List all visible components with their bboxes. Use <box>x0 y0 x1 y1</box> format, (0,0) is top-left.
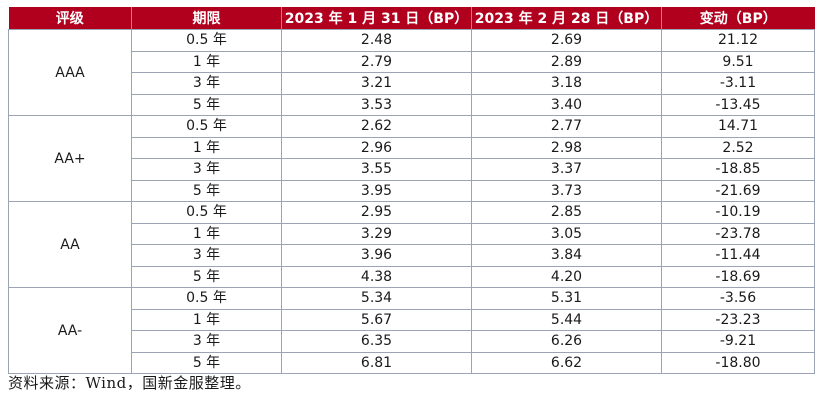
feb-value-cell: 6.62 <box>471 351 662 374</box>
header-change: 变动（BP） <box>661 7 815 30</box>
change-value-cell: -11.44 <box>661 244 815 266</box>
jan-value-cell: 2.96 <box>281 136 472 159</box>
table-row: AA- 0.5 年 5.34 5.31 -3.56 <box>8 287 815 374</box>
jan-value-cell: 6.35 <box>281 330 472 352</box>
source-note: 资料来源：Wind，国新金服整理。 <box>8 374 251 392</box>
term-cell: 1 年 <box>131 50 282 73</box>
change-value-cell: 2.52 <box>661 136 815 159</box>
change-value-cell: -13.45 <box>661 93 815 116</box>
table-row: 3 年 6.35 6.26 -9.21 <box>9 330 815 352</box>
header-rating: 评级 <box>8 7 132 30</box>
credit-spread-table: 评级 期限 2023 年 1 月 31 日（BP） 2023 年 2 月 28 … <box>8 7 815 374</box>
jan-value-cell: 5.34 <box>281 287 472 309</box>
table-row: 3 年 3.96 3.84 -11.44 <box>9 244 815 266</box>
rating-cell: AA+ <box>8 115 132 202</box>
header-feb-28: 2023 年 2 月 28 日（BP） <box>471 7 662 30</box>
table-row: AAA 0.5 年 2.48 2.69 21.12 <box>8 29 815 116</box>
change-value-cell: -23.78 <box>661 222 815 245</box>
table-row: 1 年 5.67 5.44 -23.23 <box>9 308 815 331</box>
rating-cell: AAA <box>8 29 132 116</box>
jan-value-cell: 4.38 <box>281 265 472 288</box>
table-row: 3 年 3.21 3.18 -3.11 <box>9 72 815 94</box>
table-row: 1 年 2.79 2.89 9.51 <box>9 50 815 73</box>
term-cell: 3 年 <box>131 158 282 180</box>
term-cell: 0.5 年 <box>131 201 282 223</box>
change-value-cell: -18.69 <box>661 265 815 288</box>
table-row: 5 年 3.53 3.40 -13.45 <box>9 93 815 116</box>
term-cell: 1 年 <box>131 308 282 331</box>
change-value-cell: -3.11 <box>661 72 815 94</box>
rating-cell: AA <box>8 201 132 288</box>
jan-value-cell: 3.55 <box>281 158 472 180</box>
jan-value-cell: 2.79 <box>281 50 472 73</box>
jan-value-cell: 3.95 <box>281 179 472 202</box>
table-row: 5 年 6.81 6.62 -18.80 <box>9 351 815 374</box>
change-value-cell: 21.12 <box>661 29 815 51</box>
feb-value-cell: 6.26 <box>471 330 662 352</box>
change-value-cell: -18.80 <box>661 351 815 374</box>
feb-value-cell: 4.20 <box>471 265 662 288</box>
jan-value-cell: 3.29 <box>281 222 472 245</box>
feb-value-cell: 2.85 <box>471 201 662 223</box>
change-value-cell: -9.21 <box>661 330 815 352</box>
jan-value-cell: 3.53 <box>281 93 472 116</box>
feb-value-cell: 3.05 <box>471 222 662 245</box>
term-cell: 5 年 <box>131 179 282 202</box>
term-cell: 0.5 年 <box>131 29 282 51</box>
header-term: 期限 <box>131 7 282 30</box>
change-value-cell: -10.19 <box>661 201 815 223</box>
table-header-row: 评级 期限 2023 年 1 月 31 日（BP） 2023 年 2 月 28 … <box>8 7 815 30</box>
jan-value-cell: 2.95 <box>281 201 472 223</box>
term-cell: 5 年 <box>131 351 282 374</box>
change-value-cell: -3.56 <box>661 287 815 309</box>
feb-value-cell: 3.18 <box>471 72 662 94</box>
table-row: 5 年 3.95 3.73 -21.69 <box>9 179 815 202</box>
feb-value-cell: 5.31 <box>471 287 662 309</box>
change-value-cell: 14.71 <box>661 115 815 137</box>
header-jan-31: 2023 年 1 月 31 日（BP） <box>281 7 472 30</box>
jan-value-cell: 3.21 <box>281 72 472 94</box>
table-row: AA 0.5 年 2.95 2.85 -10.19 <box>8 201 815 288</box>
term-cell: 3 年 <box>131 330 282 352</box>
term-cell: 5 年 <box>131 93 282 116</box>
change-value-cell: -21.69 <box>661 179 815 202</box>
feb-value-cell: 2.77 <box>471 115 662 137</box>
feb-value-cell: 2.89 <box>471 50 662 73</box>
term-cell: 3 年 <box>131 244 282 266</box>
table-row: AA+ 0.5 年 2.62 2.77 14.71 <box>8 115 815 202</box>
feb-value-cell: 3.73 <box>471 179 662 202</box>
term-cell: 5 年 <box>131 265 282 288</box>
table-row: 5 年 4.38 4.20 -18.69 <box>9 265 815 288</box>
term-cell: 1 年 <box>131 222 282 245</box>
table-row: 1 年 2.96 2.98 2.52 <box>9 136 815 159</box>
feb-value-cell: 3.84 <box>471 244 662 266</box>
rating-cell: AA- <box>8 287 132 374</box>
change-value-cell: -23.23 <box>661 308 815 331</box>
term-cell: 3 年 <box>131 72 282 94</box>
change-value-cell: -18.85 <box>661 158 815 180</box>
term-cell: 0.5 年 <box>131 287 282 309</box>
feb-value-cell: 3.37 <box>471 158 662 180</box>
feb-value-cell: 5.44 <box>471 308 662 331</box>
table-row: 3 年 3.55 3.37 -18.85 <box>9 158 815 180</box>
feb-value-cell: 2.98 <box>471 136 662 159</box>
term-cell: 0.5 年 <box>131 115 282 137</box>
jan-value-cell: 3.96 <box>281 244 472 266</box>
table-row: 1 年 3.29 3.05 -23.78 <box>9 222 815 245</box>
change-value-cell: 9.51 <box>661 50 815 73</box>
jan-value-cell: 5.67 <box>281 308 472 331</box>
jan-value-cell: 6.81 <box>281 351 472 374</box>
jan-value-cell: 2.48 <box>281 29 472 51</box>
feb-value-cell: 2.69 <box>471 29 662 51</box>
term-cell: 1 年 <box>131 136 282 159</box>
jan-value-cell: 2.62 <box>281 115 472 137</box>
feb-value-cell: 3.40 <box>471 93 662 116</box>
